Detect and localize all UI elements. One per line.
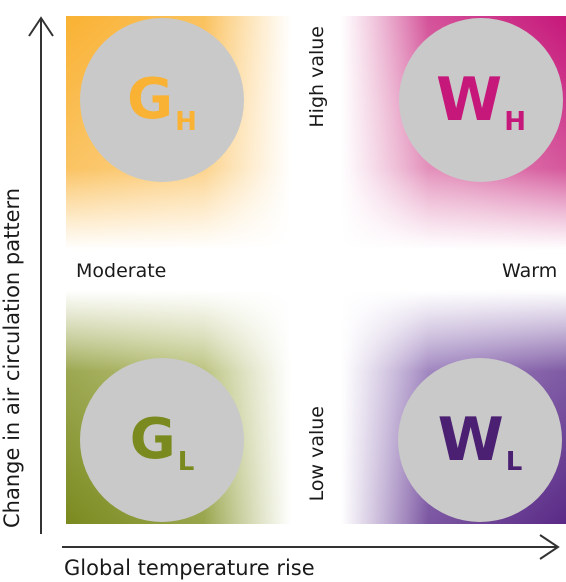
warm-label: Warm (502, 260, 558, 282)
y-axis-arrow (28, 16, 54, 534)
x-axis-label: Global temperature rise (64, 556, 315, 580)
scenario-g-low-letter: G (129, 407, 176, 472)
scenario-g-high-sub: H (175, 107, 197, 137)
high-value-label: High value (306, 26, 328, 128)
moderate-label: Moderate (76, 260, 167, 282)
x-axis-arrow (62, 534, 560, 560)
low-value-label: Low value (306, 406, 328, 502)
y-axis-label: Change in air circulation pattern (0, 187, 24, 529)
scenario-g-high-letter: G (127, 67, 174, 132)
scenario-w-low-sub: L (505, 447, 523, 477)
scenario-w-high-sub: H (504, 107, 526, 137)
scenario-w-high-letter: W (436, 65, 503, 135)
scenario-g-low-sub: L (177, 447, 195, 477)
scenario-w-low-letter: W (437, 405, 504, 475)
